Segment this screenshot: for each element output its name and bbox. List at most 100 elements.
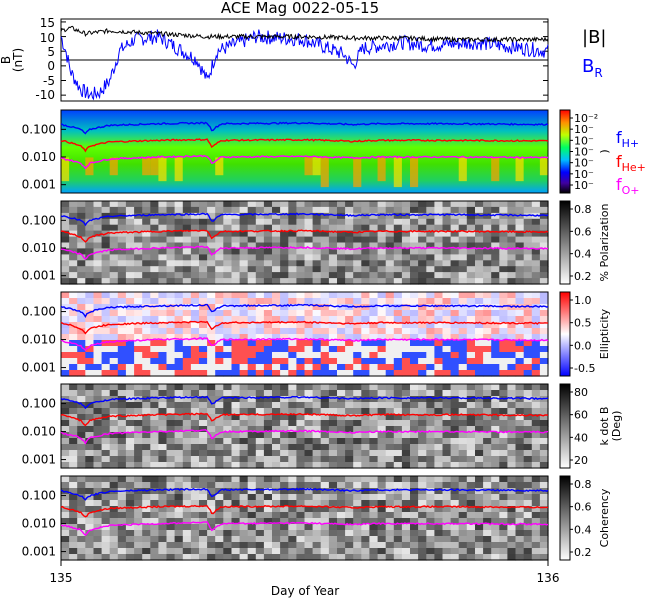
spectrogram-cell: [125, 512, 135, 519]
x-tick-label: 136: [537, 571, 560, 585]
spectrogram-cell: [69, 310, 78, 317]
spectrogram-cell: [523, 512, 533, 519]
spectrogram-cell: [442, 242, 452, 249]
spectrogram-cell: [125, 518, 135, 525]
spectrogram-cell: [491, 224, 500, 232]
spectrogram-cell: [393, 402, 403, 409]
spectrogram-cell: [410, 506, 419, 513]
spectrogram-cell: [312, 292, 322, 299]
spectrogram-cell: [369, 364, 379, 371]
series-line-f-he: [60, 320, 549, 335]
spectrogram-cell: [337, 482, 346, 489]
spectrogram-cell: [223, 548, 232, 555]
spectrogram-cell: [166, 346, 176, 353]
spectrogram-cell: [418, 364, 427, 371]
spectrogram-cell: [531, 206, 541, 214]
spectrogram-cell: [134, 364, 143, 371]
spectrogram-cell: [280, 432, 289, 439]
spectrogram-cell: [77, 352, 86, 359]
spectrogram-cell: [507, 456, 517, 463]
spectrogram-cell: [247, 488, 257, 495]
spectrogram-cell: [142, 328, 151, 335]
colorbar-tick-label: 10⁻²: [574, 112, 598, 125]
spectrogram-cell: [531, 236, 541, 244]
spectrogram-cell: [531, 482, 541, 489]
spectrogram-cell: [93, 500, 103, 507]
spectrogram-cell: [442, 524, 452, 531]
spectrogram-cell: [117, 450, 127, 457]
spectrogram-cell: [125, 334, 135, 341]
spectrogram-cell: [239, 414, 249, 421]
spectrogram-cell: [288, 260, 297, 267]
spectrogram-cell: [426, 278, 435, 285]
spectrogram-cell: [401, 482, 411, 489]
spectrogram-cell: [434, 462, 444, 469]
spectrogram-cell: [523, 462, 533, 469]
spectrogram-cell: [182, 432, 192, 439]
spectrogram-cell: [272, 482, 281, 489]
spectrogram-cell: [418, 390, 427, 397]
spectrogram-cell: [515, 206, 525, 214]
spectrogram-cell: [280, 212, 289, 220]
spectrogram-cell: [255, 328, 265, 335]
spectrogram-cell: [231, 272, 241, 279]
spectrogram-cell: [231, 518, 241, 525]
spectrogram-cell: [515, 364, 525, 371]
spectrogram-cell: [134, 438, 143, 445]
spectrogram-cell: [369, 310, 379, 317]
spectrogram-cell: [134, 272, 143, 279]
spectrogram-cell: [539, 322, 549, 329]
spectrogram-cell: [442, 554, 452, 561]
spectrogram-cell: [166, 462, 176, 469]
spectrogram-cell: [280, 524, 289, 531]
spectrogram-cell: [369, 500, 379, 507]
spectrogram-cell: [385, 316, 395, 323]
spectrogram-cell: [166, 476, 176, 483]
spectrogram-cell: [410, 358, 419, 365]
spectrogram-cell: [377, 384, 387, 391]
spectrogram-cell: [483, 396, 492, 403]
spectrogram-cell: [125, 266, 135, 273]
spectrogram-cell: [515, 414, 525, 421]
spectrogram-cell: [466, 224, 476, 232]
spectrogram-cell: [401, 462, 411, 469]
spectrogram-cell: [296, 322, 306, 329]
spectrogram-cell: [296, 456, 306, 463]
spectrogram-hotspot: [150, 157, 159, 176]
spectrogram-cell: [426, 364, 435, 371]
series-line-f-o: [60, 245, 549, 260]
spectrogram-cell: [247, 542, 257, 549]
spectrogram-cell: [499, 260, 508, 267]
spectrogram-cell: [426, 304, 435, 311]
spectrogram-cell: [101, 298, 111, 305]
spectrogram-cell: [475, 500, 484, 507]
spectrogram-cell: [328, 212, 338, 220]
spectrogram-cell: [483, 530, 492, 537]
spectrogram-cell: [483, 206, 492, 214]
spectrogram-cell: [337, 390, 346, 397]
spectrogram-cell: [320, 462, 330, 469]
spectrogram-cell: [207, 212, 216, 220]
spectrogram-cell: [158, 340, 168, 347]
spectrogram-cell: [215, 524, 224, 531]
spectrogram-cell: [247, 390, 257, 397]
spectrogram-cell: [231, 242, 241, 249]
spectrogram-cell: [280, 328, 289, 335]
spectrogram-cell: [304, 266, 314, 273]
spectrogram-cell: [328, 444, 338, 451]
spectrogram-cell: [458, 438, 468, 445]
spectrogram-cell: [466, 482, 476, 489]
spectrogram-cell: [231, 266, 241, 273]
spectrogram-cell: [182, 414, 192, 421]
spectrogram-cell: [345, 242, 354, 249]
spectrogram-cell: [434, 476, 444, 483]
spectrogram-cell: [499, 248, 508, 255]
spectrogram-cell: [61, 476, 70, 483]
spectrogram-cells: [61, 384, 549, 469]
spectrogram-cell: [337, 328, 346, 335]
spectrogram-cell: [401, 322, 411, 329]
freq-ytick-label: 0.010: [22, 241, 56, 255]
spectrogram-cell: [117, 456, 127, 463]
legend-b-r: BR: [582, 56, 603, 80]
spectrogram-cell: [337, 340, 346, 347]
